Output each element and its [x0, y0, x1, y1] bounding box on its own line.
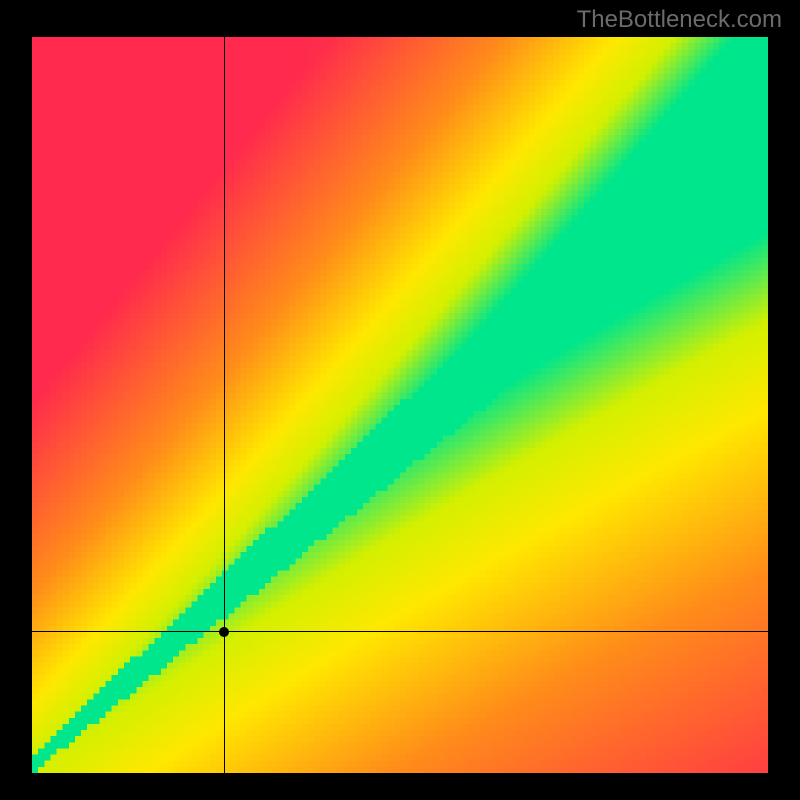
watermark-text: TheBottleneck.com	[577, 6, 782, 34]
chart-container: TheBottleneck.com	[0, 0, 800, 800]
heatmap-canvas	[32, 37, 768, 773]
plot-area	[32, 37, 768, 773]
crosshair-horizontal	[32, 631, 768, 632]
crosshair-vertical	[224, 37, 225, 773]
crosshair-point	[219, 627, 229, 637]
